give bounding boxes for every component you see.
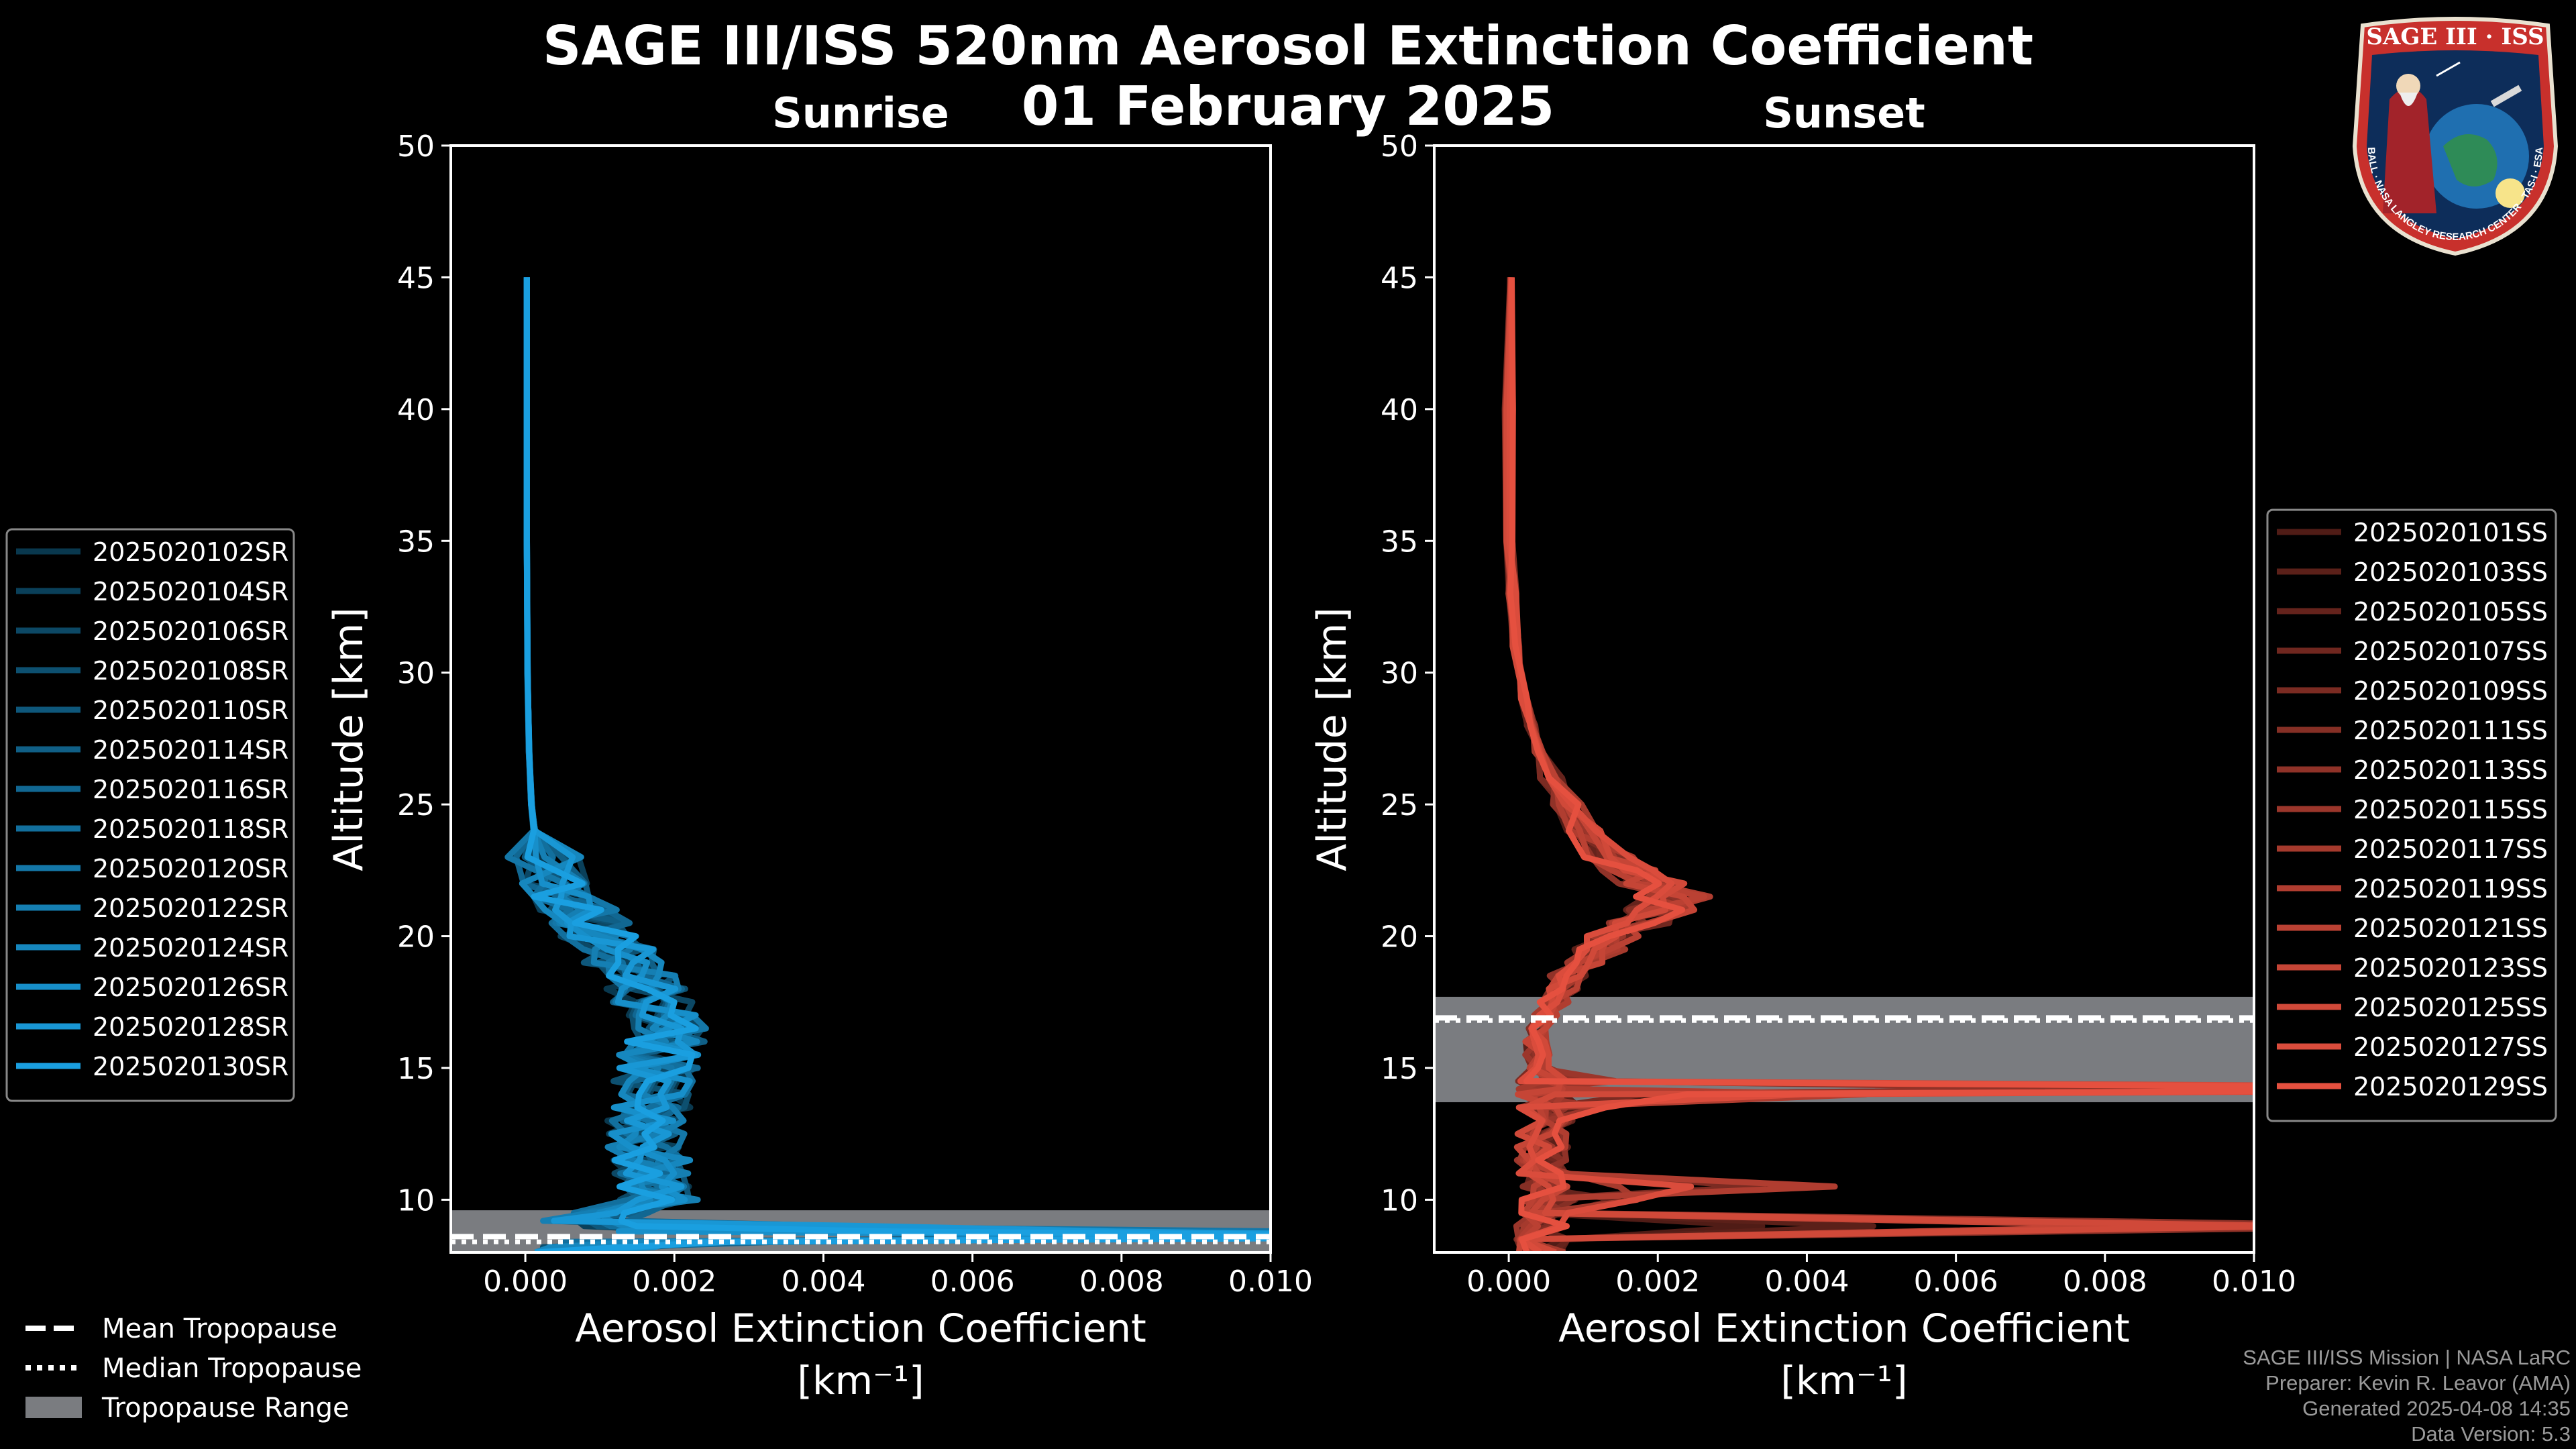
x-tick-label: 0.006	[1914, 1265, 1998, 1299]
patch-title: SAGE III · ISS	[2366, 23, 2544, 50]
legend-entry-label: Mean Tropopause	[102, 1313, 337, 1344]
x-axis-unit: [km⁻¹]	[797, 1358, 924, 1403]
y-tick-label: 40	[1381, 393, 1418, 427]
y-tick-label: 10	[397, 1183, 435, 1218]
y-tick-label: 35	[1381, 525, 1418, 559]
x-tick-label: 0.004	[781, 1265, 865, 1299]
x-tick-label: 0.008	[1079, 1265, 1164, 1299]
x-tick-label: 0.002	[632, 1265, 716, 1299]
legend-entry-label: 2025020120SR	[93, 854, 288, 883]
figure-title: SAGE III/ISS 520nm Aerosol Extinction Co…	[542, 15, 2034, 77]
y-tick-label: 25	[1381, 788, 1418, 822]
plot-area	[451, 146, 1271, 1252]
plot-frame	[449, 144, 1272, 1254]
x-axis-unit: [km⁻¹]	[1780, 1358, 1907, 1403]
y-tick-label: 50	[1381, 129, 1418, 164]
legend-tropopause: Mean Tropopause Median Tropopause Tropopau…	[25, 1313, 362, 1424]
legend-entry-label: 2025020122SR	[93, 894, 288, 923]
legend-entry-label: 2025020107SS	[2353, 637, 2548, 666]
plot-frame	[1433, 144, 2255, 1254]
legend-entry-label: 2025020113SS	[2353, 755, 2548, 785]
y-tick-label: 30	[397, 657, 435, 691]
x-axis-label: Aerosol Extinction Coefficient	[1558, 1305, 2130, 1351]
legend-entry-label: 2025020102SR	[93, 537, 288, 567]
legend-entry-label: Median Tropopause	[102, 1353, 362, 1384]
legend-entry-label: 2025020115SS	[2353, 795, 2548, 824]
legend-entry-label: 2025020111SS	[2353, 716, 2548, 745]
legend-entry-label: 2025020118SR	[93, 814, 288, 844]
x-tick-label: 0.010	[2212, 1265, 2296, 1299]
y-tick-label: 30	[1381, 657, 1418, 691]
legend-entry-label: 2025020117SS	[2353, 835, 2548, 864]
legend-entry-label: 2025020105SS	[2353, 597, 2548, 627]
x-tick-label: 0.000	[1466, 1265, 1551, 1299]
legend-entry-label: 2025020123SS	[2353, 953, 2548, 983]
legend-range-swatch	[25, 1397, 82, 1418]
y-tick-label: 40	[397, 393, 435, 427]
legend-entry-label: 2025020127SS	[2353, 1032, 2548, 1062]
legend-entry-label: 2025020126SR	[93, 973, 288, 1002]
legend-entry-label: 2025020119SS	[2353, 874, 2548, 904]
legend-entry-label: 2025020104SR	[93, 577, 288, 606]
profile-lines	[1501, 277, 2254, 1252]
panel-title: Sunset	[1763, 89, 1925, 138]
credit-version: Data Version: 5.3	[2411, 1422, 2571, 1446]
y-tick-label: 15	[1381, 1052, 1418, 1086]
x-tick-label: 0.006	[930, 1265, 1015, 1299]
y-tick-label: 20	[397, 920, 435, 955]
y-axis-label: Altitude [km]	[1309, 607, 1356, 871]
legend-entry-label: 2025020108SR	[93, 656, 288, 686]
legend-entry-label: 2025020110SR	[93, 696, 288, 725]
legend-entry-label: 2025020109SS	[2353, 676, 2548, 706]
panel-title: Sunrise	[772, 89, 949, 138]
credit-generated: Generated 2025-04-08 14:35	[2302, 1397, 2571, 1420]
x-tick-label: 0.010	[1228, 1265, 1313, 1299]
legend-sunrise: 2025020102SR 2025020104SR 2025020106SR 2025…	[5, 528, 295, 1102]
y-tick-label: 15	[397, 1052, 435, 1086]
legend-entry-label: 2025020130SR	[93, 1052, 288, 1081]
x-tick-label: 0.008	[2063, 1265, 2147, 1299]
legend-entry-label: 2025020116SR	[93, 775, 288, 804]
x-tick-label: 0.004	[1764, 1265, 1849, 1299]
x-tick-label: 0.002	[1615, 1265, 1700, 1299]
y-tick-label: 25	[397, 788, 435, 822]
panel-sunrise: 0.000 0.002 0.004 0.006 0.008 0.010 10 15 20 25 30…	[325, 89, 1313, 1403]
x-tick-label: 0.000	[483, 1265, 568, 1299]
y-tick-label: 35	[397, 525, 435, 559]
credit-preparer: Preparer: Kevin R. Leavor (AMA)	[2265, 1371, 2571, 1395]
credit-mission: SAGE III/ISS Mission | NASA LaRC	[2243, 1346, 2571, 1369]
legend-entry-label: Tropopause Range	[101, 1393, 350, 1424]
x-axis-label: Aerosol Extinction Coefficient	[575, 1305, 1146, 1351]
sage-iii-mission-patch: SAGE III · ISS BALL · NASA LANGLEY RESEA…	[2352, 17, 2559, 256]
y-tick-label: 20	[1381, 920, 1418, 955]
legend-entry-label: 2025020124SR	[93, 933, 288, 963]
profile-line-2025020130SR	[523, 277, 1271, 1252]
legend-entry-label: 2025020128SR	[93, 1012, 288, 1042]
credits-block: SAGE III/ISS Mission | NASA LaRC Prepare…	[2243, 1345, 2571, 1447]
legend-entry-label: 2025020101SS	[2353, 518, 2548, 547]
y-axis-label: Altitude [km]	[325, 607, 372, 871]
y-tick-label: 45	[1381, 261, 1418, 295]
legend-entry-label: 2025020121SS	[2353, 914, 2548, 943]
legend-entry-label: 2025020114SR	[93, 735, 288, 765]
profile-line-2025020129SS	[1507, 277, 2254, 1252]
figure-date: 01 February 2025	[1021, 75, 1555, 138]
profile-line-2025020128SR	[523, 277, 1271, 1252]
legend-entry-label: 2025020129SS	[2353, 1072, 2548, 1102]
y-tick-label: 50	[397, 129, 435, 164]
y-tick-label: 10	[1381, 1183, 1418, 1218]
legend-entry-label: 2025020125SS	[2353, 993, 2548, 1022]
y-tick-label: 45	[397, 261, 435, 295]
legend-entry-label: 2025020103SS	[2353, 557, 2548, 587]
panel-sunset: 0.000 0.002 0.004 0.006 0.008 0.010 10 15 20 25 30…	[1309, 89, 2296, 1403]
legend-sunset: 2025020101SS 2025020103SS 2025020105SS 2025…	[2266, 508, 2557, 1122]
legend-entry-label: 2025020106SR	[93, 616, 288, 646]
profile-lines	[504, 277, 1271, 1252]
